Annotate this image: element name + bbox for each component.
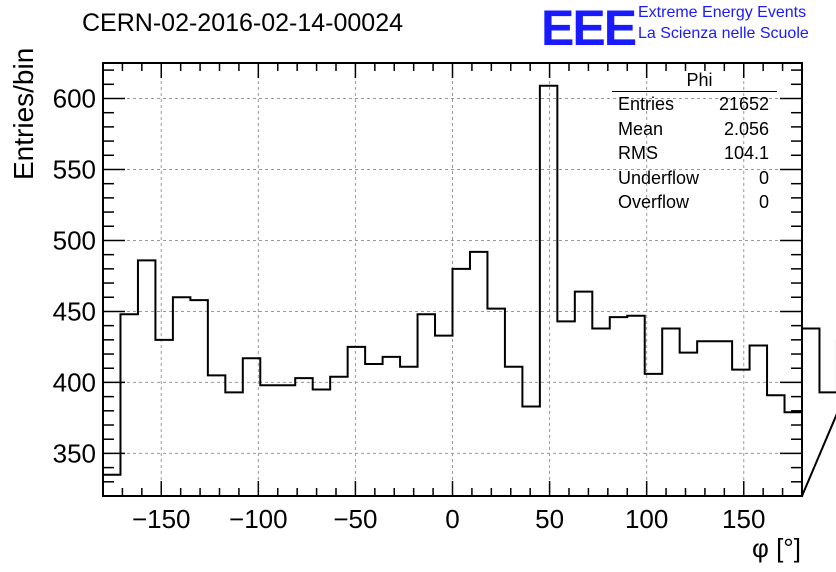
x-tick-label: 50 <box>535 504 564 534</box>
tick-labels: −150 −100 −50 0 50 100 150 350 400 450 500 550 600 <box>53 83 766 534</box>
stats-row: Overflow 0 <box>612 190 777 215</box>
stats-row: Mean 2.056 <box>612 117 777 142</box>
logo-line-2: La Scienza nelle Scuole <box>638 25 809 42</box>
y-axis-label: Entries/bin <box>8 47 39 180</box>
stats-label: Underflow <box>618 167 700 188</box>
stats-row: Underflow 0 <box>612 166 777 191</box>
stats-box: Phi Entries 21652 Mean 2.056 RMS 104.1 Unde… <box>612 70 777 215</box>
stats-value: 2.056 <box>723 118 769 139</box>
y-tick-label: 450 <box>53 296 96 326</box>
stats-value: 0 <box>758 167 769 188</box>
stats-title: Phi <box>686 70 713 90</box>
logo-line-1: Extreme Energy Events <box>638 4 807 21</box>
stats-row: RMS 104.1 <box>612 141 777 166</box>
chart-title: CERN-02-2016-02-14-00024 <box>82 9 404 37</box>
plot-frame <box>102 62 803 497</box>
x-tick-label: −50 <box>333 504 377 534</box>
axis-ticks <box>103 63 802 496</box>
eee-logo: EEE <box>541 0 637 56</box>
x-tick-label: 0 <box>445 504 459 534</box>
grid-lines <box>103 63 802 496</box>
x-tick-label: −150 <box>132 504 191 534</box>
y-tick-label: 550 <box>53 154 96 184</box>
y-tick-label: 350 <box>53 438 96 468</box>
stats-divider <box>612 91 777 92</box>
y-tick-label: 400 <box>53 367 96 397</box>
y-tick-label: 500 <box>53 225 96 255</box>
histogram-series-line <box>102 84 836 497</box>
stats-label: Entries <box>618 94 675 114</box>
x-axis-label: φ [°] <box>752 533 801 563</box>
stats-value: 21652 <box>718 94 769 114</box>
stats-row: Entries 21652 <box>612 92 777 117</box>
y-tick-label: 600 <box>53 83 96 113</box>
x-tick-label: 100 <box>625 504 668 534</box>
stats-value: 104.1 <box>723 143 769 163</box>
x-tick-label: 150 <box>722 504 765 534</box>
stats-label: Mean <box>618 118 664 139</box>
stats-label: RMS <box>618 143 658 163</box>
stats-value: 0 <box>758 192 769 212</box>
stats-label: Overflow <box>618 192 690 212</box>
x-tick-label: −100 <box>229 504 288 534</box>
